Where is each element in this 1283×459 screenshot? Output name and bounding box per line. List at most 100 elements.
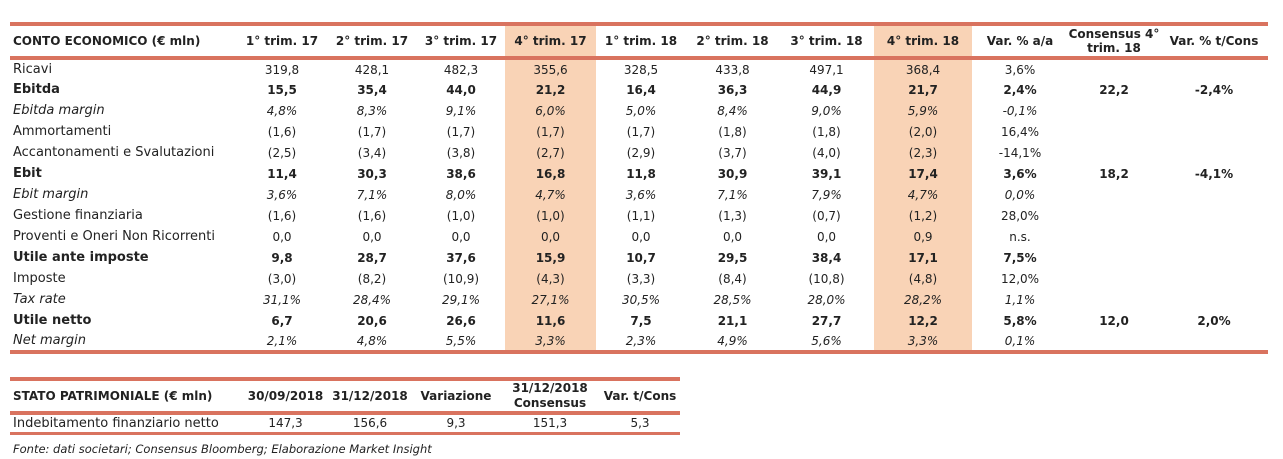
cell	[1160, 58, 1268, 79]
table-row: Tax rate 31,1% 28,4% 29,1% 27,1% 30,5% 28,5% 28…	[10, 289, 1268, 310]
header-consensus: Consensus 4° trim. 18	[1068, 27, 1160, 55]
header-row: CONTO ECONOMICO (€ mln) 1° trim. 17 2° t…	[10, 24, 1268, 58]
cell: 10,7	[626, 250, 656, 265]
cell: 3,6%	[266, 187, 298, 202]
cell	[1068, 100, 1160, 121]
cell: 151,3	[532, 416, 568, 431]
cell: 21,7	[874, 79, 972, 100]
cell: 28,4%	[352, 292, 392, 307]
cell: 497,1	[809, 62, 844, 77]
cell: -14,1%	[998, 145, 1042, 160]
cell: (0,7)	[812, 208, 841, 223]
cell: (2,0)	[874, 121, 972, 142]
cell: 37,6	[446, 250, 476, 265]
cell: 319,8	[264, 62, 300, 77]
cell: (10,9)	[442, 271, 480, 286]
cell	[1068, 205, 1160, 226]
row-label: Ammortamenti	[13, 124, 112, 139]
cell: 27,1%	[505, 289, 596, 310]
cell: 16,4%	[1000, 124, 1040, 139]
cell: 0,1%	[1004, 333, 1036, 348]
cell: (2,7)	[505, 142, 596, 163]
cell: (4,3)	[505, 268, 596, 289]
row-label: Imposte	[13, 271, 66, 286]
table-row: Net margin 2,1% 4,8% 5,5% 3,3% 2,3% 4,9% 5,6% 3,…	[10, 331, 1268, 352]
header-q3-18: 3° trim. 18	[790, 34, 863, 48]
cell: 9,3	[446, 416, 466, 431]
header-q2-17: 2° trim. 17	[335, 34, 409, 48]
header-date-dec: 31/12/2018	[332, 388, 408, 403]
header-date-sep: 30/09/2018	[247, 388, 324, 403]
table-row: Gestione finanziaria (1,6) (1,6) (1,0) (1,0)…	[10, 205, 1268, 226]
cell: 0,0	[272, 229, 292, 244]
table-row: Ebitda margin 4,8% 8,3% 9,1% 6,0% 5,0% 8,4% 9,0…	[10, 100, 1268, 121]
cell: (3,3)	[626, 271, 656, 286]
cell: 482,3	[443, 62, 479, 77]
cell: 5,3	[630, 416, 650, 431]
cell: 1,1%	[1004, 292, 1036, 307]
cell: (1,7)	[446, 124, 476, 139]
cell	[1068, 184, 1160, 205]
cell: 428,1	[354, 62, 390, 77]
cell: 5,0%	[625, 103, 657, 118]
cell: 28,7	[357, 250, 387, 265]
cell: -0,1%	[1002, 103, 1038, 118]
table-row: Proventi e Oneri Non Ricorrenti 0,0 0,0 0,0…	[10, 226, 1268, 247]
cell: 9,1%	[445, 103, 477, 118]
cell: 7,1%	[717, 187, 748, 202]
cell: (3,8)	[446, 145, 476, 160]
header-label: STATO PATRIMONIALE (€ mln)	[13, 388, 213, 403]
cell: (2,3)	[874, 142, 972, 163]
cell	[1160, 268, 1268, 289]
row-label: Ebit margin	[13, 187, 89, 202]
cell: 3,6%	[1004, 62, 1036, 77]
header-q3-17: 3° trim. 17	[424, 34, 498, 48]
cell: 0,9	[874, 226, 972, 247]
row-label: Ebitda	[13, 82, 60, 97]
cell: 5,8%	[1003, 313, 1037, 328]
cell: (8,4)	[718, 271, 747, 286]
cell	[1068, 268, 1160, 289]
cell: 30,3	[357, 166, 387, 181]
cell: 20,6	[357, 313, 387, 328]
row-label: Ricavi	[13, 62, 53, 77]
cell	[1068, 247, 1160, 268]
header-var-cons: Var. t/Cons	[603, 388, 677, 403]
cell: 28,5%	[713, 292, 752, 307]
cell: 433,8	[715, 62, 750, 77]
header-q4-18: 4° trim. 18	[874, 24, 972, 58]
cell: 2,1%	[266, 333, 298, 348]
cell: 8,0%	[445, 187, 477, 202]
cell: 7,5	[630, 313, 652, 328]
cell: 4,9%	[717, 333, 748, 348]
cell	[1068, 142, 1160, 163]
row-label: Net margin	[13, 333, 87, 348]
cell: 328,5	[623, 62, 659, 77]
cell: (1,6)	[267, 124, 297, 139]
cell: 0,0	[722, 229, 743, 244]
cell: 7,1%	[356, 187, 388, 202]
cell: 31,1%	[262, 292, 302, 307]
cell: 5,6%	[811, 333, 842, 348]
cell: 6,0%	[505, 100, 596, 121]
cell: (2,5)	[267, 145, 297, 160]
cell: 36,3	[717, 82, 748, 97]
cell: 30,5%	[621, 292, 661, 307]
cell: (10,8)	[808, 271, 845, 286]
cell: 29,1%	[441, 292, 481, 307]
cell: 38,4	[811, 250, 842, 265]
cell: 147,3	[268, 416, 303, 431]
cell: 11,8	[626, 166, 656, 181]
cell: (1,2)	[874, 205, 972, 226]
cell: -4,1%	[1194, 166, 1234, 181]
cell: 2,4%	[1003, 82, 1037, 97]
cell: 4,8%	[266, 103, 298, 118]
cell: 2,3%	[625, 333, 657, 348]
cell: 17,4	[874, 163, 972, 184]
table-row: Ebit 11,4 30,3 38,6 16,8 11,8 30,9 39,1 17,4 3,6%…	[10, 163, 1268, 184]
cell: 11,4	[267, 166, 297, 181]
row-label: Gestione finanziaria	[13, 208, 143, 223]
cell	[1160, 247, 1268, 268]
cell: (1,7)	[505, 121, 596, 142]
cell: (1,0)	[505, 205, 596, 226]
